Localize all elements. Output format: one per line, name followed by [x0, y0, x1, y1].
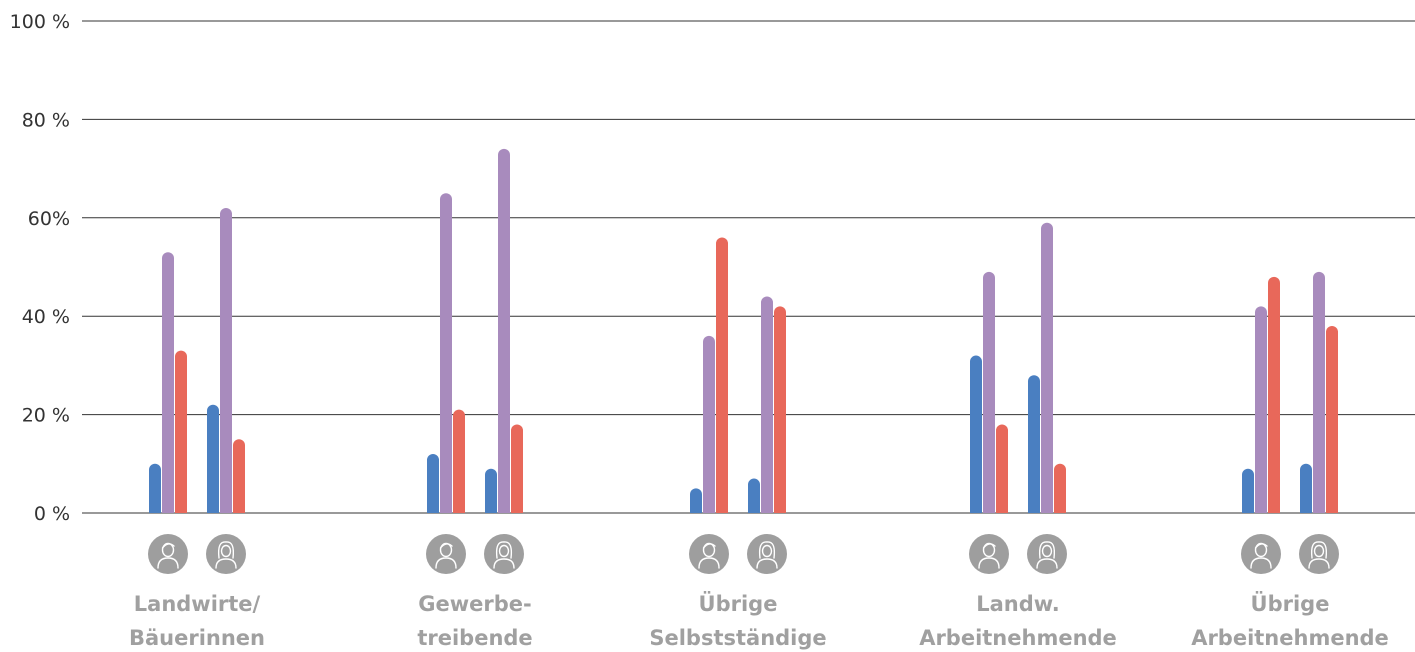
category-label: Landwirte/	[134, 592, 261, 616]
bar	[1326, 326, 1338, 513]
category-label: Selbstständige	[649, 626, 826, 650]
bar	[983, 271, 995, 513]
category-label: Landw.	[976, 592, 1060, 616]
bar	[220, 207, 232, 513]
male-person-icon	[148, 534, 188, 574]
bar	[233, 439, 245, 513]
male-person-icon	[689, 534, 729, 574]
bar	[453, 409, 465, 513]
category-labels: Landwirte/Bäuerinnen Gewerbe-treibende Übr…	[129, 591, 1389, 650]
male-person-icon	[426, 534, 466, 574]
bar	[162, 252, 174, 514]
male-person-icon	[969, 534, 1009, 574]
bar	[1268, 276, 1280, 513]
bar	[175, 350, 187, 513]
category-label: Bäuerinnen	[129, 626, 265, 650]
gridlines	[82, 20, 1415, 514]
female-person-icon	[484, 534, 524, 574]
bar	[440, 193, 452, 513]
bar	[1041, 222, 1053, 513]
female-person-icon	[747, 534, 787, 574]
female-person-icon	[1027, 534, 1067, 574]
bar	[207, 404, 219, 513]
category-label: Arbeitnehmende	[919, 626, 1117, 650]
bar	[690, 488, 702, 513]
y-tick-label: 40 %	[22, 306, 70, 328]
bar	[149, 463, 161, 513]
bar	[716, 237, 728, 513]
bar	[427, 453, 439, 513]
bar	[1300, 463, 1312, 513]
category-label: Gewerbe-	[418, 592, 531, 616]
bar	[996, 424, 1008, 513]
y-axis-ticks: 0 % 20 % 40 % 60% 80 % 100 %	[10, 11, 70, 525]
bars	[149, 148, 1338, 514]
bar	[703, 335, 715, 513]
category-label: Übrige	[1251, 591, 1330, 616]
bar	[1028, 375, 1040, 513]
bar	[970, 355, 982, 513]
category-label: treibende	[417, 626, 532, 650]
bar	[1054, 463, 1066, 513]
female-person-icon	[1299, 534, 1339, 574]
bar	[1242, 468, 1254, 513]
male-person-icon	[1241, 534, 1281, 574]
y-tick-label: 0 %	[34, 503, 70, 525]
bar	[748, 478, 760, 513]
y-tick-label: 20 %	[22, 405, 70, 427]
y-tick-label: 60%	[28, 208, 70, 230]
y-tick-label: 100 %	[10, 11, 70, 33]
category-label: Übrige	[699, 591, 778, 616]
category-label: Arbeitnehmende	[1191, 626, 1389, 650]
bar	[498, 148, 510, 514]
bar	[1255, 306, 1267, 513]
bar	[774, 306, 786, 513]
bar	[1313, 271, 1325, 513]
bar	[485, 468, 497, 513]
y-tick-label: 80 %	[22, 109, 70, 131]
bar	[511, 424, 523, 513]
person-icons	[148, 534, 1339, 574]
female-person-icon	[206, 534, 246, 574]
bar	[761, 296, 773, 513]
